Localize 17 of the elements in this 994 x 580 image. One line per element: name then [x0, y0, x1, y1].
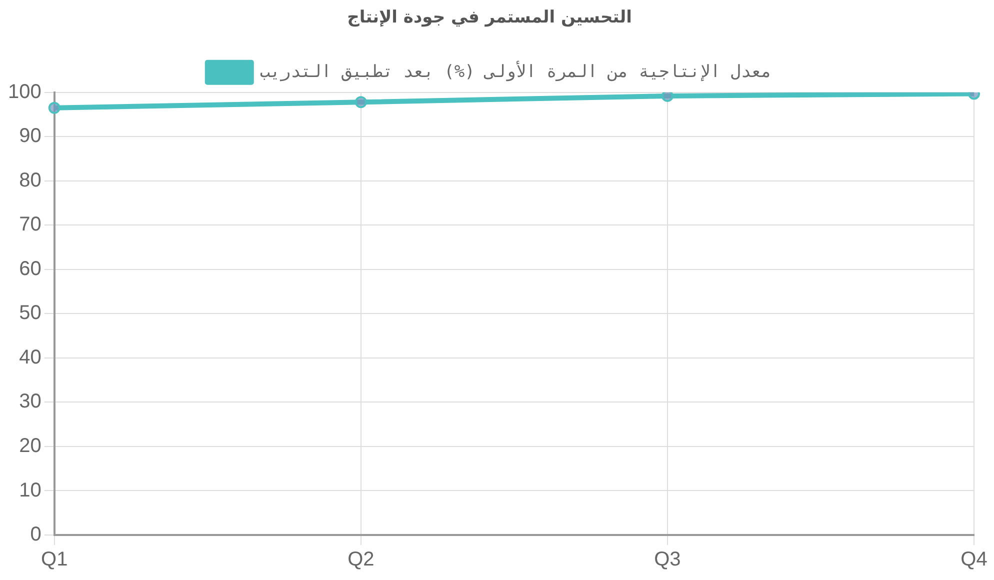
x-tick-label: Q4 [960, 548, 988, 571]
x-tick-label: Q1 [41, 548, 68, 571]
y-tick-label: 20 [19, 434, 42, 457]
chart-title: التحسين المستمر في جودة الإنتاج [347, 8, 632, 28]
legend-label: معدل الإنتاجية من المرة الأولى (%) بعد تطبيق التدريب [260, 60, 772, 82]
y-tick-label: 80 [19, 169, 42, 192]
x-tick-label: Q2 [348, 548, 374, 571]
y-tick-label: 50 [19, 302, 42, 324]
y-tick-label: 70 [19, 214, 42, 236]
y-tick-label: 0 [30, 524, 42, 546]
y-tick-label: 40 [19, 346, 42, 368]
y-tick-label: 60 [19, 258, 42, 280]
x-tick-label: Q3 [654, 548, 681, 571]
y-tick-label: 30 [19, 390, 42, 413]
y-tick-label: 90 [19, 125, 42, 148]
y-tick-label: 10 [19, 479, 42, 502]
y-tick-label: 100 [8, 80, 42, 103]
